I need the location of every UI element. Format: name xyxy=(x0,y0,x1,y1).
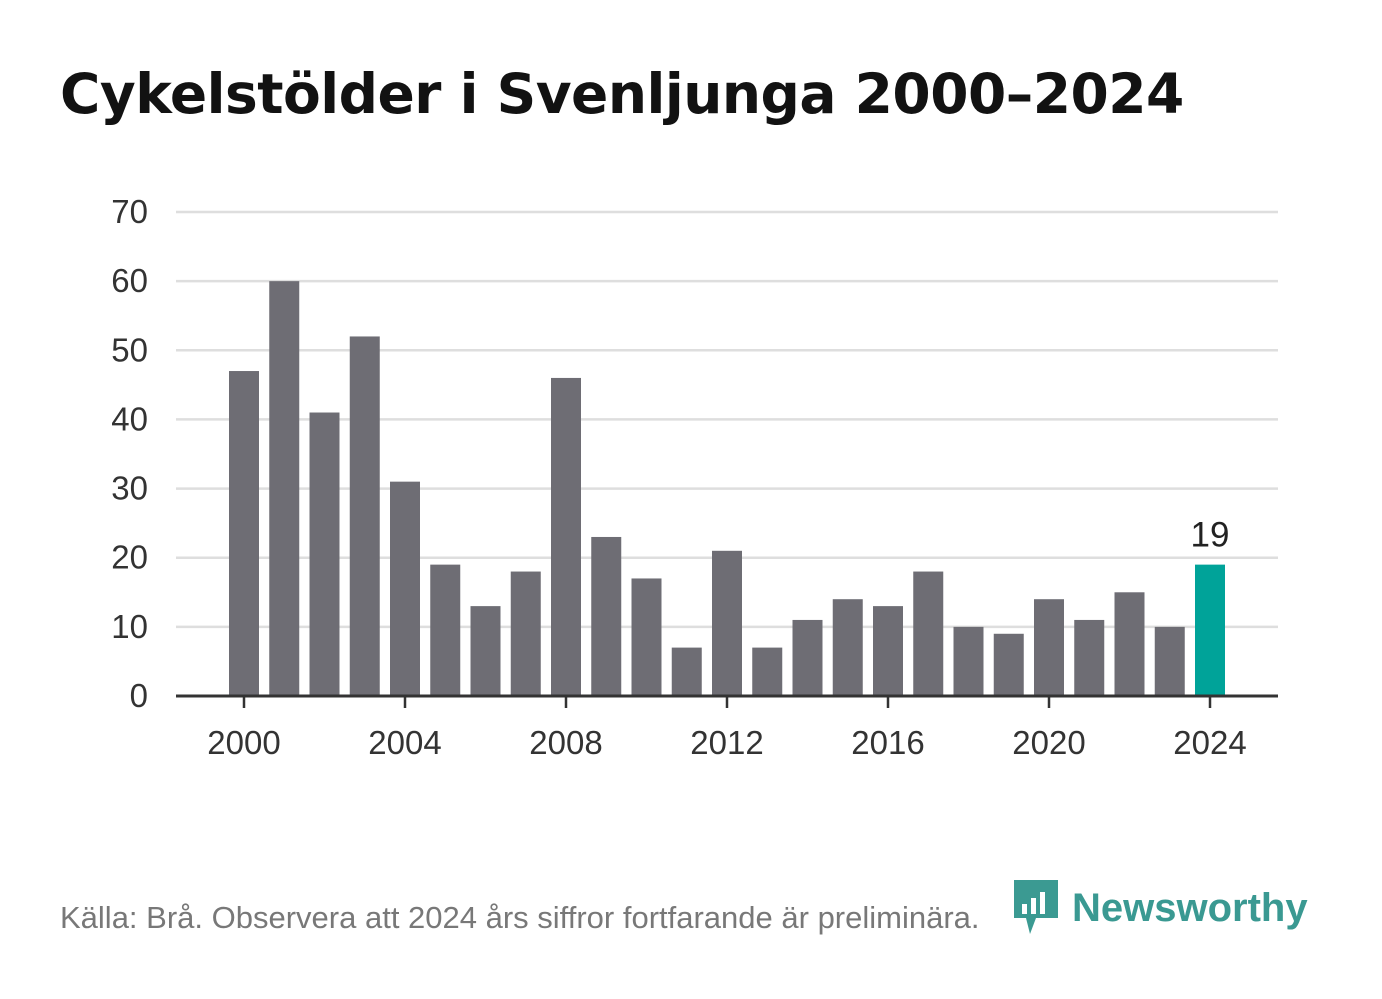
bar xyxy=(671,647,702,696)
bar xyxy=(349,336,380,696)
bar xyxy=(752,647,783,696)
chart-title: Cykelstölder i Svenljunga 2000–2024 xyxy=(60,62,1184,126)
bar xyxy=(309,412,340,696)
bar-highlight xyxy=(1195,564,1225,696)
y-tick-label: 0 xyxy=(130,677,148,714)
bar xyxy=(229,371,259,696)
y-tick-label: 60 xyxy=(111,262,148,299)
bar-chart: 0 10 20 30 40 50 60 70 19 2000 2004 2008 2012 2016 202… xyxy=(111,193,1278,761)
bar xyxy=(390,481,420,696)
bar xyxy=(1114,592,1145,696)
bar xyxy=(551,377,581,696)
y-tick-label: 10 xyxy=(111,608,148,645)
x-tick-label: 2020 xyxy=(1012,724,1085,761)
bar xyxy=(993,633,1024,696)
bar xyxy=(832,599,863,696)
bar xyxy=(470,606,501,696)
x-tick-label: 2016 xyxy=(851,724,924,761)
bar xyxy=(792,619,823,696)
bar xyxy=(1154,626,1185,696)
bar xyxy=(873,606,903,696)
brand-logo: Newsworthy xyxy=(1012,878,1308,938)
x-tick-label: 2024 xyxy=(1173,724,1246,761)
bar xyxy=(712,550,742,696)
y-tick-label: 70 xyxy=(111,193,148,230)
bar xyxy=(913,571,944,696)
x-tick-label: 2012 xyxy=(690,724,763,761)
brand-name: Newsworthy xyxy=(1072,885,1308,930)
y-tick-label: 30 xyxy=(111,470,148,507)
x-tick-label: 2008 xyxy=(529,724,602,761)
bar xyxy=(631,578,662,696)
bar xyxy=(953,626,984,696)
bar xyxy=(430,564,461,696)
bar xyxy=(510,571,541,696)
y-tick-label: 40 xyxy=(111,400,148,437)
y-tick-label: 20 xyxy=(111,539,148,576)
bar xyxy=(591,536,622,696)
bar xyxy=(1034,599,1064,696)
newsworthy-logo-icon xyxy=(1014,880,1058,934)
bar xyxy=(1074,619,1105,696)
bar xyxy=(269,281,300,696)
data-label-highlight: 19 xyxy=(1191,516,1230,555)
x-tick-label: 2004 xyxy=(368,724,441,761)
y-tick-label: 50 xyxy=(111,331,148,368)
source-note: Källa: Brå. Observera att 2024 års siffr… xyxy=(60,900,980,935)
x-tick-label: 2000 xyxy=(207,724,280,761)
